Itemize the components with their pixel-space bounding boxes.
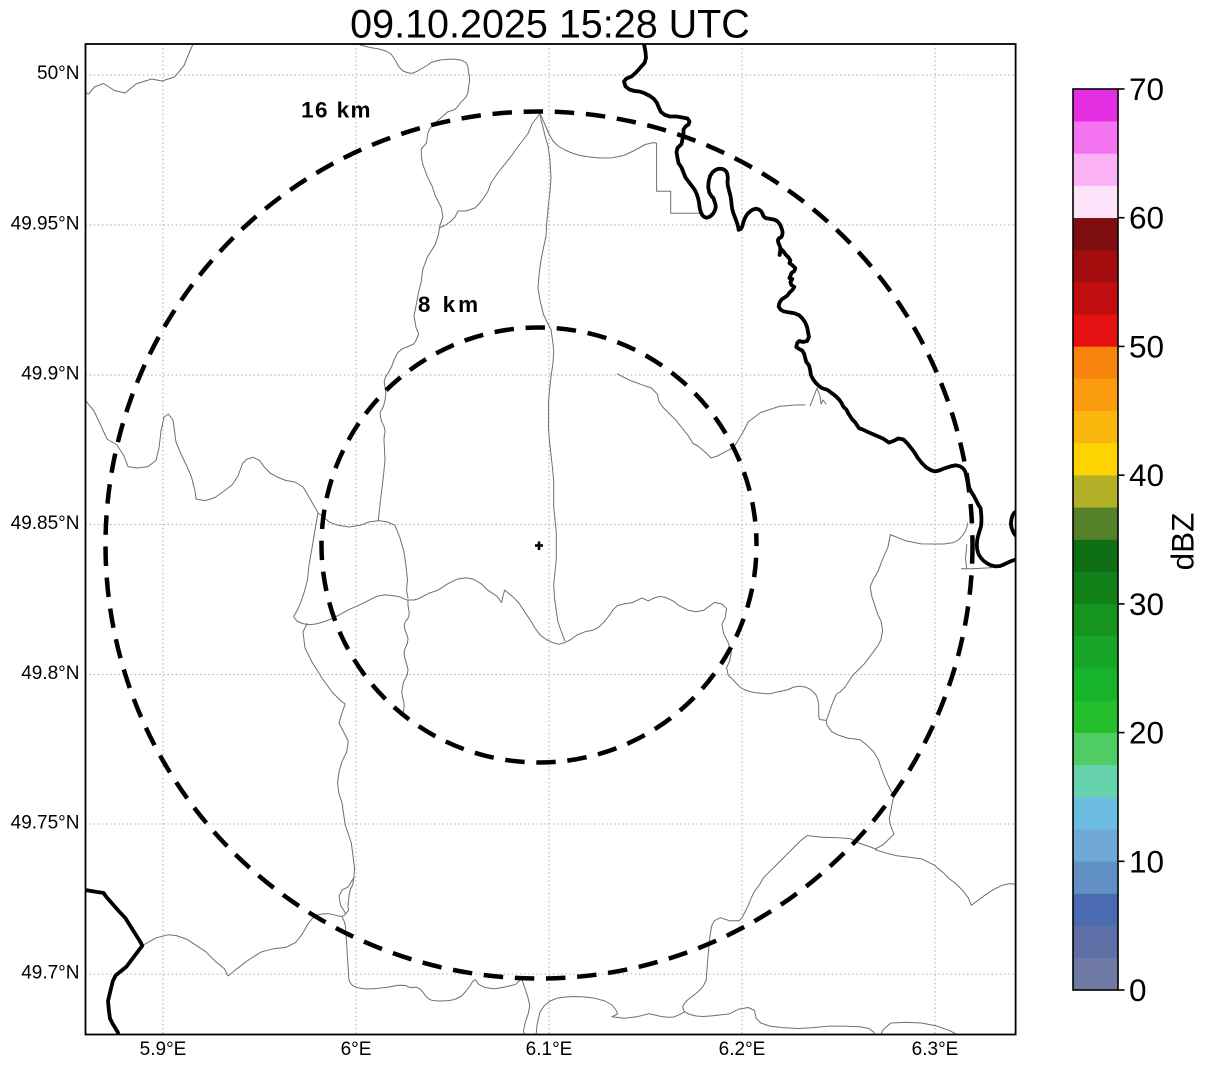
svg-text:70: 70	[1129, 71, 1164, 107]
svg-text:6.2°E: 6.2°E	[719, 1039, 766, 1060]
svg-text:49.85°N: 49.85°N	[11, 513, 80, 534]
svg-text:49.75°N: 49.75°N	[11, 812, 80, 833]
svg-text:50: 50	[1129, 328, 1164, 364]
svg-text:49.8°N: 49.8°N	[21, 663, 79, 684]
svg-text:6.1°E: 6.1°E	[526, 1039, 573, 1060]
svg-text:49.95°N: 49.95°N	[11, 213, 80, 234]
svg-text:5.9°E: 5.9°E	[140, 1039, 187, 1060]
svg-text:6°E: 6°E	[341, 1039, 372, 1060]
svg-text:49.7°N: 49.7°N	[21, 962, 79, 983]
svg-text:49.9°N: 49.9°N	[21, 363, 79, 384]
svg-text:30: 30	[1129, 586, 1164, 622]
svg-text:09.10.2025 15:28 UTC: 09.10.2025 15:28 UTC	[350, 3, 750, 47]
svg-text:dBZ: dBZ	[1165, 513, 1201, 571]
svg-text:16 km: 16 km	[301, 98, 372, 123]
svg-text:6.3°E: 6.3°E	[912, 1039, 959, 1060]
svg-text:60: 60	[1129, 200, 1164, 236]
svg-text:40: 40	[1129, 457, 1164, 493]
svg-text:0: 0	[1129, 972, 1147, 1008]
svg-text:20: 20	[1129, 715, 1164, 751]
svg-text:8 km: 8 km	[418, 292, 481, 317]
svg-text:50°N: 50°N	[37, 63, 79, 84]
svg-text:10: 10	[1129, 843, 1164, 879]
